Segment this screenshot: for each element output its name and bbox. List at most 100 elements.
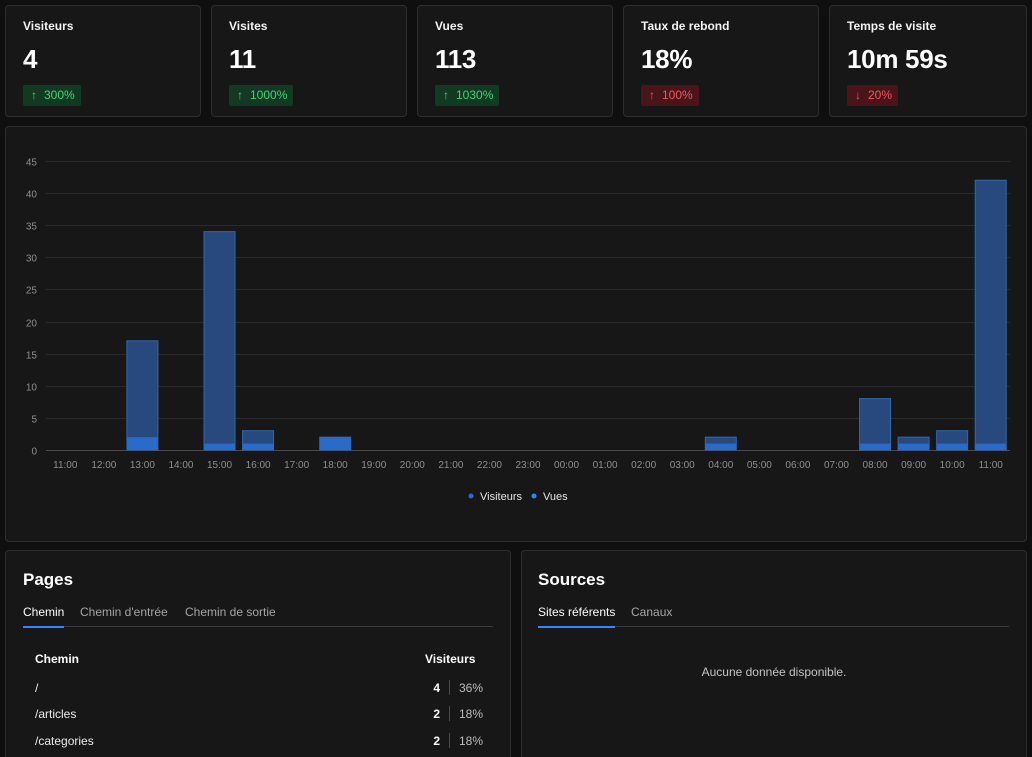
x-tick-label: 07:00 (824, 460, 849, 471)
metric-value: 18% (641, 44, 693, 74)
bar-visitors (898, 443, 930, 450)
y-tick-label: 15 (26, 351, 38, 362)
row-count: 2 (433, 707, 440, 721)
change-badge: ↓ 20% (847, 85, 899, 106)
active-tab-indicator (538, 626, 616, 628)
x-tick-label: 17:00 (284, 460, 309, 471)
bar-views (859, 398, 892, 451)
x-tick-label: 11:00 (53, 460, 78, 471)
x-tick-label: 20:00 (400, 460, 425, 471)
arrow-up-icon: ↑ (443, 88, 449, 102)
metric-value: 4 (23, 44, 38, 74)
metric-title: Visites (229, 19, 268, 33)
change-badge: ↑ 1030% (435, 85, 500, 106)
pages-title: Pages (23, 570, 74, 589)
change-value: 100% (662, 88, 693, 102)
tab-label: Chemin (23, 605, 65, 619)
bar-visitors (859, 443, 891, 450)
metric-title: Temps de visite (847, 19, 937, 33)
metric-card-visitors: Visiteurs 4 ↑ 300% (5, 5, 201, 117)
change-badge: ↑ 1000% (229, 85, 294, 106)
tab-label: Sites référents (538, 605, 616, 619)
bar-visitors (242, 443, 274, 450)
bar-visitors (705, 443, 737, 450)
metric-card-visits: Visites 11 ↑ 1000% (211, 5, 407, 117)
metric-value: 113 (435, 44, 477, 74)
row-path: /categories (35, 734, 94, 748)
arrow-up-icon: ↑ (31, 88, 37, 102)
sources-title: Sources (538, 570, 606, 589)
y-tick-label: 30 (26, 254, 38, 265)
bar-visitors (126, 437, 158, 450)
metric-title: Taux de rebond (641, 19, 730, 33)
column-header-path: Chemin (35, 652, 80, 666)
metric-value: 10m 59s (847, 44, 948, 74)
x-tick-label: 04:00 (708, 460, 733, 471)
tab-path[interactable]: Chemin (23, 605, 65, 628)
change-badge: ↑ 100% (641, 85, 699, 106)
metric-title: Vues (435, 19, 464, 33)
y-tick-label: 10 (26, 383, 38, 394)
tab-entry-path[interactable]: Chemin d'entrée (80, 605, 168, 619)
legend-label-views: Vues (543, 491, 568, 503)
y-tick-label: 5 (31, 415, 37, 426)
x-tick-label: 06:00 (785, 460, 810, 471)
row-path: /articles (35, 707, 77, 721)
active-tab-indicator (23, 626, 65, 628)
bar-visitors (204, 443, 236, 450)
sources-tabs: Sites référents Canaux (538, 605, 1009, 628)
change-value: 1000% (250, 88, 288, 102)
row-divider (449, 733, 450, 748)
bar-views (974, 179, 1007, 451)
y-tick-label: 20 (26, 319, 38, 330)
metric-title: Visiteurs (23, 19, 74, 33)
tab-channels[interactable]: Canaux (631, 605, 672, 619)
bar-visitors (936, 443, 968, 450)
chart-card: 0 5 10 15 20 25 30 35 40 45 11:00 12:00 13:00 14:00 15… (5, 126, 1027, 542)
sources-panel: Sources Sites référents Canaux Aucune do… (521, 550, 1027, 757)
legend-label-visitors: Visiteurs (480, 491, 522, 503)
x-tick-label: 10:00 (940, 460, 965, 471)
y-tick-label: 40 (26, 190, 38, 201)
x-tick-label: 05:00 (747, 460, 772, 471)
metric-card-visit-duration: Temps de visite 10m 59s ↓ 20% (829, 5, 1027, 117)
x-tick-label: 22:00 (477, 460, 502, 471)
y-tick-label: 45 (26, 158, 38, 169)
x-tick-label: 00:00 (554, 460, 579, 471)
row-path: / (35, 681, 39, 695)
x-tick-label: 01:00 (593, 460, 618, 471)
tab-label: Chemin de sortie (185, 605, 276, 619)
x-tick-label: 11:00 (979, 460, 1004, 471)
bar-visitors (975, 443, 1007, 450)
bar-visitors (319, 437, 351, 450)
legend-dot-views (531, 493, 537, 499)
row-count: 2 (433, 734, 440, 748)
x-tick-label: 14:00 (168, 460, 193, 471)
row-percent: 18% (459, 707, 484, 721)
x-tick-label: 02:00 (631, 460, 656, 471)
change-value: 300% (44, 88, 75, 102)
pages-panel: Pages Chemin Chemin d'entrée Chemin de s… (5, 550, 511, 757)
arrow-up-icon: ↑ (649, 88, 655, 102)
x-tick-label: 21:00 (438, 460, 463, 471)
traffic-bar-chart: 0 5 10 15 20 25 30 35 40 45 11:00 12:00 13:00 14:00 15… (26, 158, 1010, 503)
row-percent: 18% (459, 734, 484, 748)
x-tick-label: 23:00 (515, 460, 540, 471)
tab-label: Canaux (631, 605, 673, 619)
x-tick-label: 13:00 (130, 460, 155, 471)
metric-card-views: Vues 113 ↑ 1030% (417, 5, 613, 117)
arrow-up-icon: ↑ (237, 88, 243, 102)
tab-exit-path[interactable]: Chemin de sortie (185, 605, 276, 619)
tab-referrers[interactable]: Sites référents (538, 605, 616, 628)
tab-label: Chemin d'entrée (80, 605, 168, 619)
change-value: 1030% (456, 88, 494, 102)
metric-card-bounce-rate: Taux de rebond 18% ↑ 100% (623, 5, 819, 117)
column-header-visitors: Visiteurs (425, 652, 476, 666)
y-tick-label: 0 (31, 447, 37, 458)
arrow-down-icon: ↓ (855, 88, 861, 102)
row-divider (449, 680, 450, 695)
row-count: 4 (433, 681, 440, 695)
pages-tabs: Chemin Chemin d'entrée Chemin de sortie (23, 605, 493, 628)
x-tick-label: 19:00 (361, 460, 386, 471)
y-tick-label: 25 (26, 286, 38, 297)
